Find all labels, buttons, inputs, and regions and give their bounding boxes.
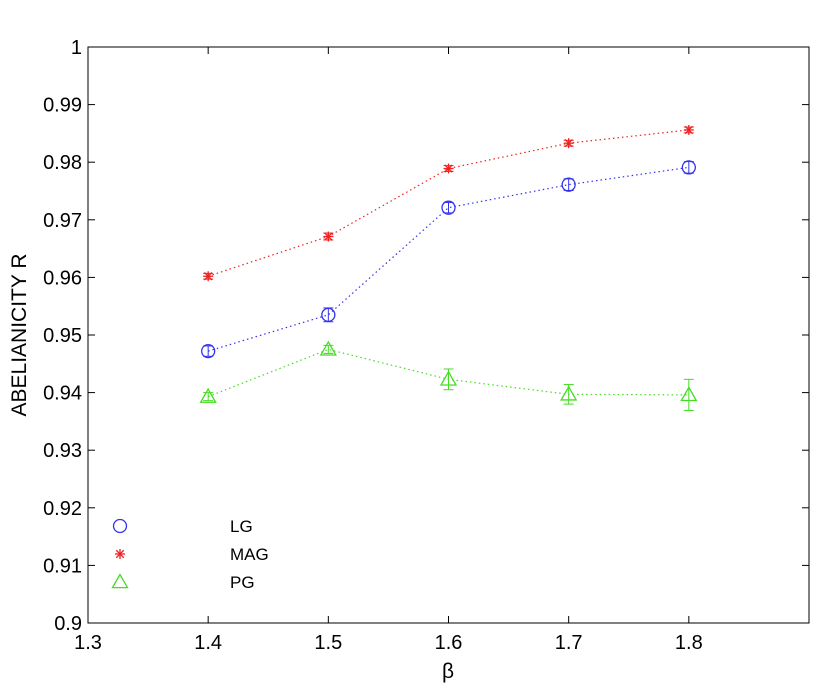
marker-stroke bbox=[324, 232, 333, 241]
y-tick-label: 0.98 bbox=[43, 152, 82, 174]
y-tick-label: 0.91 bbox=[43, 555, 82, 577]
legend-label-mag: MAG bbox=[230, 545, 269, 564]
marker-stroke bbox=[564, 138, 573, 148]
data-point-mag bbox=[683, 124, 694, 135]
y-tick-label: 1 bbox=[71, 37, 82, 59]
data-point-lg bbox=[321, 307, 336, 322]
y-tick-label: 0.95 bbox=[43, 325, 82, 347]
legend-label-lg: LG bbox=[230, 517, 253, 536]
y-tick-label: 0.93 bbox=[43, 440, 82, 462]
marker-stroke bbox=[203, 272, 213, 281]
legend-marker-mag bbox=[115, 549, 125, 559]
legend-marker-lg bbox=[112, 518, 128, 534]
series-pg bbox=[199, 340, 698, 411]
x-tick-label: 1.7 bbox=[555, 632, 583, 654]
x-axis-label: β bbox=[442, 660, 454, 683]
data-point-pg bbox=[199, 387, 217, 403]
series-line-mag bbox=[207, 129, 689, 277]
data-point-lg bbox=[201, 343, 216, 359]
data-point-lg bbox=[441, 200, 456, 215]
y-tick-label: 0.92 bbox=[43, 498, 82, 520]
x-tick-label: 1.4 bbox=[194, 632, 222, 654]
legend: LG MAG PG bbox=[111, 517, 269, 592]
y-tick-label: 0.9 bbox=[54, 613, 82, 635]
y-tick-label: 0.99 bbox=[43, 95, 82, 117]
y-tick-label: 0.97 bbox=[43, 210, 82, 232]
x-tick-label: 1.8 bbox=[675, 632, 703, 654]
legend-label-pg: PG bbox=[230, 573, 255, 592]
marker-stroke bbox=[115, 549, 125, 559]
plot-frame bbox=[87, 46, 810, 624]
data-point-pg bbox=[439, 370, 458, 386]
x-tick-label: 1.3 bbox=[74, 632, 102, 654]
x-tick-label: 1.6 bbox=[435, 632, 463, 654]
marker-stroke bbox=[684, 125, 694, 135]
error-bar bbox=[203, 392, 214, 402]
data-point-pg bbox=[560, 385, 578, 401]
series-lg bbox=[201, 160, 696, 359]
y-axis-label: ABELIANICITY R bbox=[8, 254, 31, 417]
error-bar bbox=[683, 378, 694, 411]
data-point-pg bbox=[319, 340, 337, 356]
x-tick-label: 1.5 bbox=[314, 632, 342, 654]
data-point-pg bbox=[680, 386, 698, 402]
marker-stroke bbox=[444, 164, 453, 173]
data-point-lg bbox=[561, 177, 576, 192]
data-point-mag bbox=[443, 163, 454, 174]
data-point-mag bbox=[563, 138, 574, 149]
data-point-mag bbox=[203, 271, 214, 282]
series-mag bbox=[203, 124, 694, 282]
y-tick-label: 0.94 bbox=[43, 383, 82, 405]
legend-marker-pg bbox=[111, 573, 129, 589]
y-tick-label: 0.96 bbox=[43, 267, 82, 289]
data-point-lg bbox=[681, 160, 696, 175]
error-bar bbox=[323, 344, 334, 354]
data-point-mag bbox=[323, 231, 334, 242]
